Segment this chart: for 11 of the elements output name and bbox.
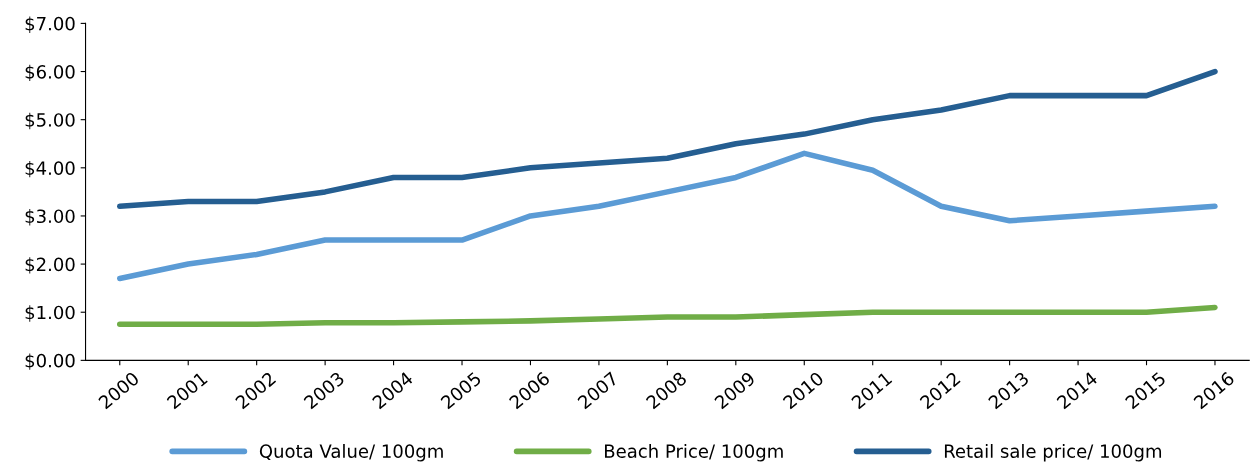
y-tick-label: $3.00 [25, 209, 75, 226]
y-tick-label: $5.00 [25, 112, 75, 130]
legend-label: Quota Value/ 100gm [259, 444, 443, 462]
y-tick-label: $7.00 [25, 16, 75, 33]
y-tick-label: $1.00 [25, 305, 75, 322]
legend-label: Beach Price/ 100gm [605, 444, 783, 462]
y-tick-label: $2.00 [25, 257, 75, 274]
y-tick-label: $4.00 [25, 160, 75, 178]
y-tick-label: $6.00 [25, 64, 75, 82]
legend-label: Retail sale price/ 100gm [944, 444, 1162, 462]
y-tick-label: $0.00 [25, 353, 75, 370]
